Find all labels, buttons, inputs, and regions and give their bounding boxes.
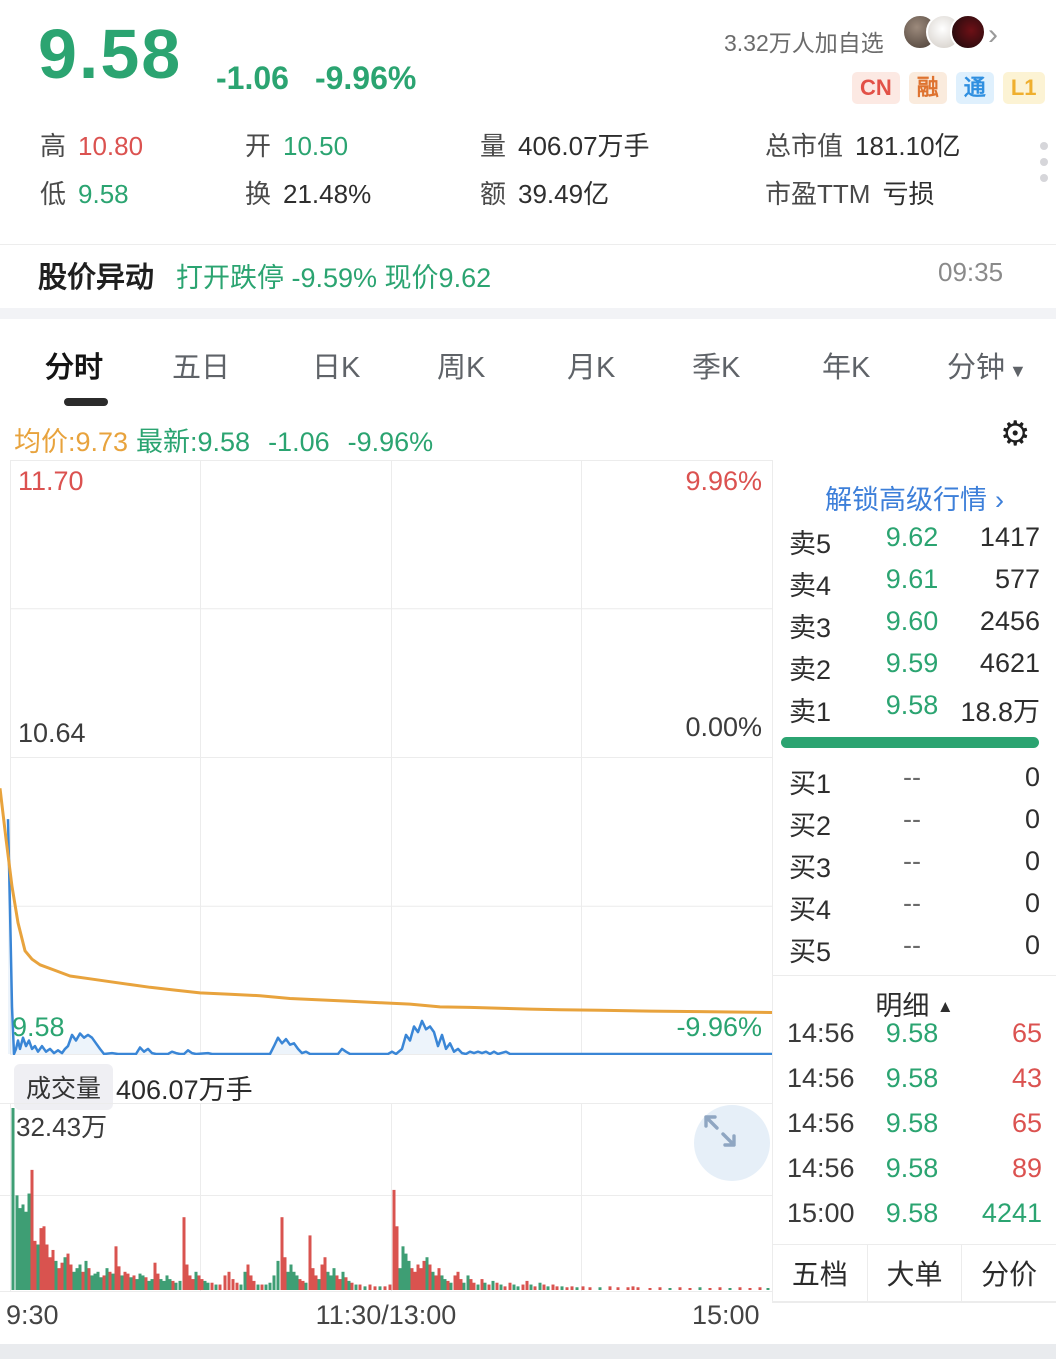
tab-wudang[interactable]: 五档 <box>773 1245 868 1301</box>
expand-arrows-icon <box>704 1115 736 1147</box>
stat-low: 低 9.58 <box>40 179 129 209</box>
order-book-panel: 解锁高级行情 › 卖5 9.62 1417 卖4 9.61 577 卖3 9.60 2456 … <box>772 460 1056 1303</box>
market-badges: CN 融 通 L1 <box>852 72 1045 104</box>
sell-pressure-bar <box>781 737 1039 748</box>
expand-chart-button[interactable] <box>694 1105 770 1181</box>
avg-price-label: 均价:9.73 <box>14 427 129 457</box>
tab-zhouk[interactable]: 周K <box>437 352 486 384</box>
badge-cn: CN <box>852 72 900 104</box>
stat-high: 高 10.80 <box>40 131 144 161</box>
sell-row-5: 卖5 9.62 1417 <box>789 522 1040 559</box>
caret-down-icon: ▼ <box>1009 361 1027 381</box>
watchlist-count-label: 3.32万人加自选 <box>724 30 884 56</box>
unlock-advanced-link[interactable]: 解锁高级行情 › <box>825 485 1004 515</box>
panel-divider <box>773 975 1056 976</box>
alert-message[interactable]: 打开跌停 -9.59% 现价9.62 <box>176 263 492 293</box>
stat-marketcap: 总市值 181.10亿 <box>765 131 961 161</box>
tab-yuek[interactable]: 月K <box>567 352 616 384</box>
volume-max-label: 32.43万 <box>16 1112 108 1142</box>
avatar <box>950 14 986 50</box>
y-label-high: 11.70 <box>18 466 84 496</box>
y-label-mid: 10.64 <box>18 718 86 748</box>
stat-turnover: 换 21.48% <box>245 179 372 209</box>
trade-detail-toggle[interactable]: 明细 ▲ <box>875 991 954 1021</box>
badge-rong: 融 <box>908 72 947 104</box>
stat-amount: 额 39.49亿 <box>480 179 610 209</box>
volume-chip: 成交量 <box>14 1064 114 1110</box>
x-tick-open: 9:30 <box>6 1300 59 1330</box>
buy-row-5: 买5 -- 0 <box>789 930 1040 967</box>
badge-tong: 通 <box>955 72 994 104</box>
triangle-up-icon: ▲ <box>936 997 954 1016</box>
section-divider <box>0 308 1056 319</box>
chevron-right-icon[interactable]: › <box>988 18 998 51</box>
change-value: -1.06 <box>216 60 289 96</box>
footer-bar <box>0 1344 1056 1359</box>
y-label-low: 9.58 <box>12 1012 65 1042</box>
tab-niank[interactable]: 年K <box>822 352 871 384</box>
alert-title: 股价异动 <box>38 262 155 294</box>
settings-gear-icon[interactable]: ⚙ <box>1000 414 1031 454</box>
tab-dadan[interactable]: 大单 <box>868 1245 963 1301</box>
tab-jik[interactable]: 季K <box>692 352 741 384</box>
panel-bottom-tabs: 五档 大单 分价 <box>773 1244 1056 1302</box>
y-label-pct-low: -9.96% <box>676 1012 762 1042</box>
chevron-right-icon: › <box>995 485 1004 515</box>
buy-row-4: 买4 -- 0 <box>789 888 1040 925</box>
stat-open: 开 10.50 <box>245 131 349 161</box>
stat-volume: 量 406.07万手 <box>480 131 650 161</box>
buy-row-3: 买3 -- 0 <box>789 846 1040 883</box>
x-tick-close: 15:00 <box>692 1300 760 1330</box>
alert-time: 09:35 <box>938 257 1004 287</box>
intraday-price-chart[interactable]: 11.70 9.96% 10.64 0.00% 9.58 -9.96% <box>0 460 772 1055</box>
watcher-avatars[interactable] <box>902 14 986 50</box>
current-price: 9.58 <box>38 15 183 93</box>
volume-value: 406.07万手 <box>116 1075 253 1105</box>
sell-row-2: 卖2 9.59 4621 <box>789 648 1040 685</box>
latest-price-label: 最新:9.58 -1.06 -9.96% <box>136 427 434 457</box>
sell-row-1: 卖1 9.58 18.8万 <box>789 690 1040 727</box>
tab-fenshi[interactable]: 分时 <box>45 352 104 384</box>
badge-l1: L1 <box>1002 72 1045 104</box>
tab-rik[interactable]: 日K <box>312 352 361 384</box>
active-tab-indicator <box>64 398 108 406</box>
volume-chart[interactable]: 32.43万 <box>0 1103 772 1295</box>
more-dots-icon[interactable] <box>1040 142 1048 182</box>
tab-fenjia[interactable]: 分价 <box>981 1259 1038 1290</box>
y-label-pct-high: 9.96% <box>685 466 762 496</box>
tab-wuri[interactable]: 五日 <box>172 352 231 384</box>
watchlist-count[interactable]: 3.32万人加自选 <box>724 24 884 58</box>
sell-row-3: 卖3 9.60 2456 <box>789 606 1040 643</box>
sell-row-4: 卖4 9.61 577 <box>789 564 1040 601</box>
buy-row-2: 买2 -- 0 <box>789 804 1040 841</box>
x-tick-midday: 11:30/13:00 <box>315 1300 457 1330</box>
y-label-pct-mid: 0.00% <box>685 712 762 742</box>
stat-pe: 市盈TTM 亏损 <box>765 179 935 209</box>
price-change: -1.06 -9.96% <box>216 60 442 97</box>
buy-row-1: 买1 -- 0 <box>789 762 1040 799</box>
change-percent: -9.96% <box>314 60 417 96</box>
tab-fenzhong-dropdown[interactable]: 分钟 ▼ <box>947 352 1027 384</box>
price-alert-row[interactable] <box>0 244 1056 306</box>
